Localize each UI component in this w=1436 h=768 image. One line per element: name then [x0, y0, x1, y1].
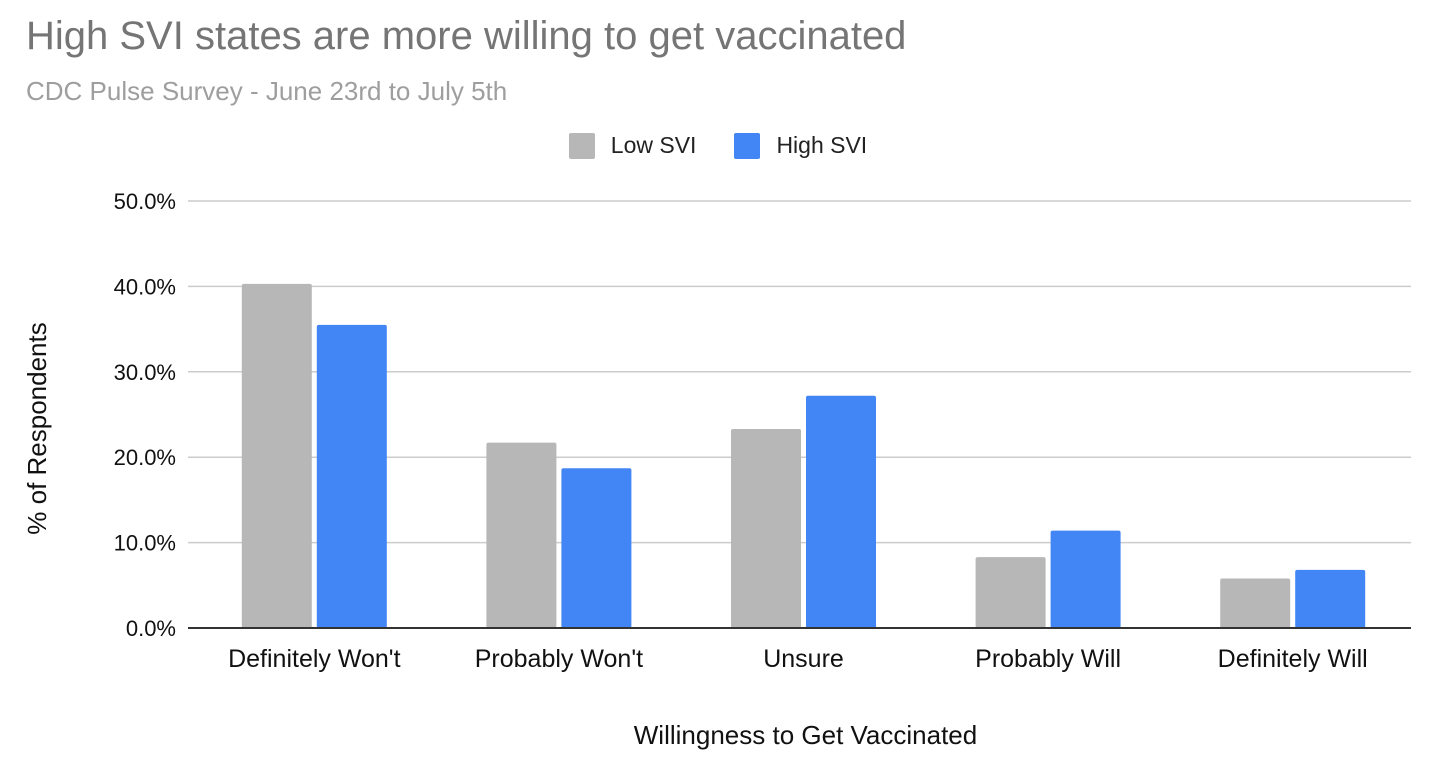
bar-high-svi: [1295, 569, 1366, 628]
y-axis-title: % of Respondents: [22, 322, 52, 534]
legend: Low SVI High SVI: [0, 132, 1436, 159]
y-tick-label: 0.0%: [126, 616, 176, 641]
x-category-label: Probably Will: [975, 645, 1121, 673]
x-category-label: Definitely Won't: [228, 645, 400, 673]
chart-subtitle: CDC Pulse Survey - June 23rd to July 5th: [26, 76, 508, 106]
bar-low-svi: [486, 442, 557, 628]
y-tick-label: 50.0%: [114, 189, 176, 214]
bar-low-svi: [1220, 578, 1291, 628]
bar-low-svi: [731, 429, 801, 628]
bars: [241, 283, 1366, 628]
legend-item-low-svi: Low SVI: [568, 132, 697, 159]
x-category-label: Unsure: [763, 645, 844, 673]
bar-low-svi: [975, 557, 1046, 628]
x-category-label: Definitely Will: [1218, 645, 1368, 673]
x-category-label: Probably Won't: [475, 645, 643, 673]
bar-high-svi: [1050, 530, 1121, 628]
legend-swatch-low-svi: [568, 132, 595, 159]
legend-item-high-svi: High SVI: [734, 132, 867, 159]
bar-low-svi: [241, 283, 312, 628]
y-tick-label: 20.0%: [114, 445, 176, 470]
bar-high-svi: [561, 468, 632, 628]
chart-title: High SVI states are more willing to get …: [26, 14, 907, 58]
y-tick-label: 30.0%: [114, 360, 176, 385]
bar-high-svi: [316, 324, 387, 628]
x-axis-title: Willingness to Get Vaccinated: [634, 720, 977, 750]
legend-label-low-svi: Low SVI: [610, 132, 697, 158]
legend-label-high-svi: High SVI: [776, 132, 868, 158]
x-axis-categories: Definitely Won't Probably Won't Unsure Prob…: [228, 645, 1368, 673]
bar-high-svi: [806, 395, 876, 628]
y-tick-label: 10.0%: [114, 531, 176, 556]
y-tick-label: 40.0%: [114, 274, 176, 299]
y-axis-ticks: 0.0% 10.0% 20.0% 30.0% 40.0% 50.0%: [114, 189, 176, 641]
legend-swatch-high-svi: [734, 132, 761, 159]
